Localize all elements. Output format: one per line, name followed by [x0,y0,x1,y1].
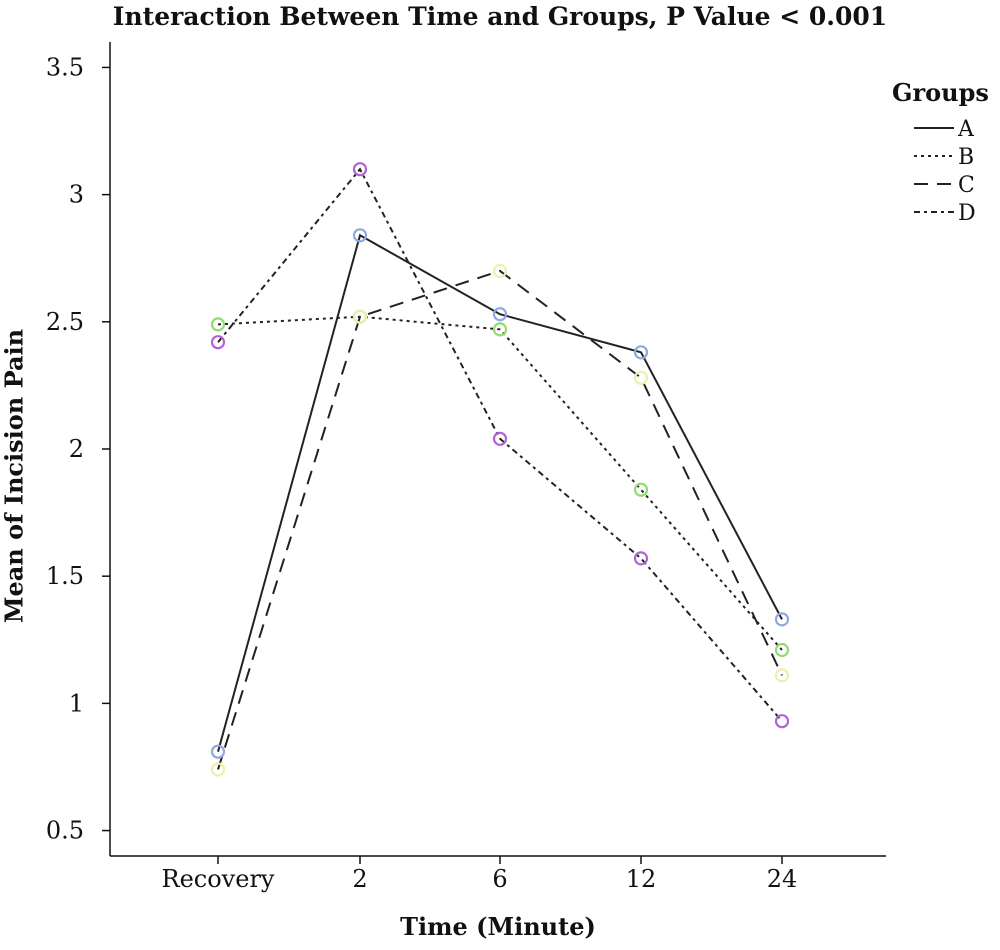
y-tick-label: 2 [69,435,84,463]
data-point-c [352,309,368,324]
axes: 0.5 1 1.5 2 2.5 3 3.5 Recovery 2 6 12 24 [46,42,886,893]
data-point-d [774,714,790,729]
data-point-b [492,322,508,337]
y-tick-label: 2.5 [46,308,84,336]
data-point-b [633,482,649,497]
series-lines [217,167,783,770]
y-tick-label: 1.5 [46,562,84,590]
x-tick-label: 12 [626,865,657,893]
data-point-d [352,162,368,177]
data-point-c [633,370,649,385]
data-point-a [210,744,226,759]
series-line-c [217,269,783,770]
legend-label-d: D [958,201,976,226]
data-point-c [774,668,790,683]
data-point-d [492,431,508,446]
data-point-b [210,317,226,332]
legend-title: Groups [892,78,989,107]
data-point-c [492,263,508,278]
x-tick-label: 6 [492,865,507,893]
data-point-a [774,612,790,627]
x-tick-label: Recovery [162,865,275,893]
data-point-a [633,345,649,360]
data-point-d [633,551,649,566]
legend-label-b: B [958,145,974,170]
y-tick-label: 1 [69,689,84,717]
chart-title: Interaction Between Time and Groups, P V… [112,2,888,31]
data-point-a [492,307,508,322]
data-markers [210,162,790,777]
x-tick-label: 2 [352,865,367,893]
data-point-d [210,335,226,350]
legend-label-a: A [957,117,975,142]
y-tick-label: 0.5 [46,817,84,845]
legend-label-c: C [958,173,975,198]
data-point-a [352,228,368,243]
x-tick-label: 24 [767,865,798,893]
series-line-d [217,167,783,722]
series-line-b [217,315,783,651]
data-point-b [774,642,790,658]
data-point-c [210,762,226,777]
x-axis-label: Time (Minute) [400,912,596,941]
y-tick-label: 3 [69,181,84,209]
series-line-a [217,233,783,752]
y-tick-label: 3.5 [46,53,84,81]
